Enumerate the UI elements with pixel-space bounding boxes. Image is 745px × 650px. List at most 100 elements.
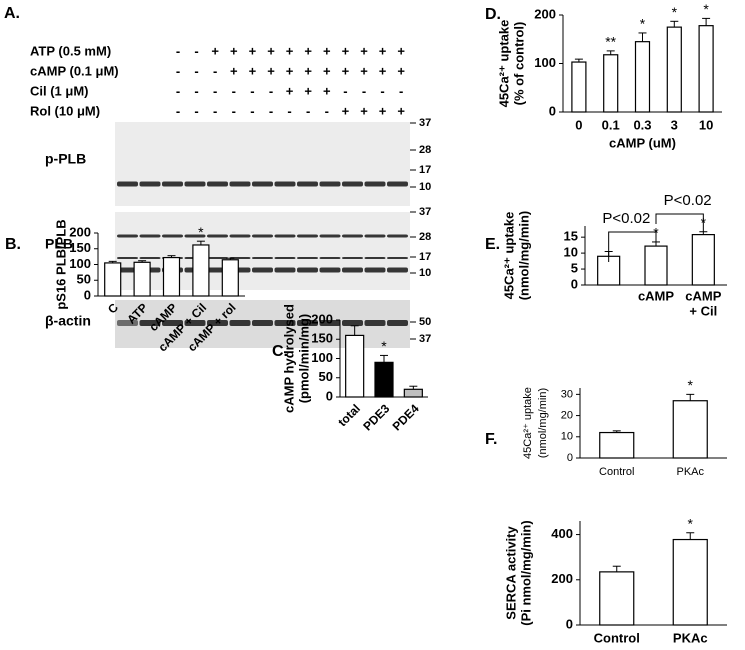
treatment-sign: + [379, 43, 387, 58]
blot-band [319, 257, 341, 259]
marker-label: 28 [419, 144, 431, 156]
blot-band [387, 181, 408, 187]
blot-band [342, 234, 363, 238]
treatment-sign: + [342, 63, 350, 78]
y-tick-label: 5 [571, 260, 578, 275]
blot-band [297, 320, 318, 326]
y-tick-label: 0 [567, 452, 573, 464]
blot-band [117, 257, 138, 259]
blot-band [207, 234, 228, 238]
bar [644, 245, 668, 286]
treatment-sign: + [230, 43, 238, 58]
marker-label: 10 [419, 267, 431, 279]
treatment-sign: + [304, 43, 312, 58]
bar [698, 25, 714, 113]
blot-band [184, 320, 206, 326]
blot-band [364, 181, 386, 187]
blot-band [162, 181, 183, 187]
treatment-label: Rol (10 μM) [30, 103, 100, 118]
bar [104, 262, 122, 297]
blot-band [162, 234, 183, 238]
bar [192, 244, 210, 297]
y-axis-label: 45Ca²⁺ uptake [496, 20, 511, 108]
panel-label: F. [485, 431, 497, 448]
blot-band [207, 320, 228, 326]
marker-label: 37 [419, 333, 431, 345]
blot-band [117, 181, 138, 187]
treatment-sign: + [304, 63, 312, 78]
blot-label: PLB [45, 236, 73, 252]
marker-label: 37 [419, 206, 431, 218]
treatment-sign: - [269, 83, 273, 98]
treatment-sign: - [343, 83, 347, 98]
blot-band [274, 257, 296, 259]
marker-label: 10 [419, 181, 431, 193]
blot-image [115, 122, 410, 206]
y-tick-label: 400 [551, 526, 573, 541]
blot-band [207, 257, 228, 259]
treatment-sign: + [397, 103, 405, 118]
marker-label: 37 [419, 117, 431, 129]
x-tick-label: cAMP [638, 288, 674, 303]
treatment-sign: + [286, 43, 294, 58]
y-axis-label: pS16 PLB/PLB [53, 219, 68, 309]
blot-band [117, 320, 138, 326]
blot-band [364, 234, 386, 238]
significance-star: * [688, 515, 694, 531]
blot-band [252, 267, 273, 273]
significance-star: * [703, 1, 709, 17]
significance-star: * [688, 377, 694, 393]
blot-label: β-actin [45, 313, 91, 329]
blot-band [184, 234, 206, 238]
treatment-sign: - [380, 83, 384, 98]
treatment-sign: + [286, 83, 294, 98]
y-axis-label: (nmol/mg/min) [537, 388, 549, 458]
x-tick-label: 0.3 [633, 117, 651, 132]
treatment-sign: + [379, 103, 387, 118]
blot-band [342, 181, 363, 187]
blot-band [274, 267, 296, 273]
blot-band [184, 181, 206, 187]
y-tick-label: 0 [566, 616, 573, 631]
bar [221, 259, 239, 297]
marker-label: 28 [419, 231, 431, 243]
bar [599, 571, 635, 626]
blot-band [297, 181, 318, 187]
significance-label: P<0.02 [602, 210, 650, 227]
blot-band [229, 320, 251, 326]
blot-image [115, 212, 410, 290]
y-tick-label: 20 [561, 409, 573, 421]
y-tick-label: 150 [69, 240, 91, 255]
y-tick-label: 200 [551, 571, 573, 586]
y-axis-label: (Pi nmol/mg/min) [518, 520, 533, 625]
blot-band [274, 234, 296, 238]
treatment-sign: - [362, 83, 366, 98]
panel-label: D. [485, 6, 501, 23]
y-axis-label: (nmol/mg/min) [516, 211, 531, 301]
blot-band [252, 234, 273, 238]
treatment-sign: + [360, 43, 368, 58]
bar [691, 234, 715, 286]
treatment-sign: + [397, 63, 405, 78]
treatment-sign: - [213, 83, 217, 98]
treatment-label: cAMP (0.1 μM) [30, 63, 119, 78]
significance-star: * [640, 16, 646, 32]
x-tick-label: 3 [671, 117, 678, 132]
blot-band [139, 257, 161, 259]
significance-bracket [655, 213, 704, 232]
blot-band [252, 181, 273, 187]
y-axis-label: 45Ca²⁺ uptake [501, 212, 516, 300]
treatment-sign: - [287, 103, 291, 118]
blot-band [387, 257, 408, 259]
blot-label: p-PLB [45, 151, 86, 167]
blot-band [274, 320, 296, 326]
bar [162, 256, 181, 297]
y-tick-label: 30 [561, 388, 573, 400]
treatment-sign: - [306, 103, 310, 118]
bar [403, 388, 423, 398]
blot-band [229, 234, 251, 238]
blot-band [342, 267, 363, 273]
treatment-sign: - [232, 103, 236, 118]
x-tick-label: 0 [575, 117, 582, 132]
treatment-sign: + [342, 103, 350, 118]
